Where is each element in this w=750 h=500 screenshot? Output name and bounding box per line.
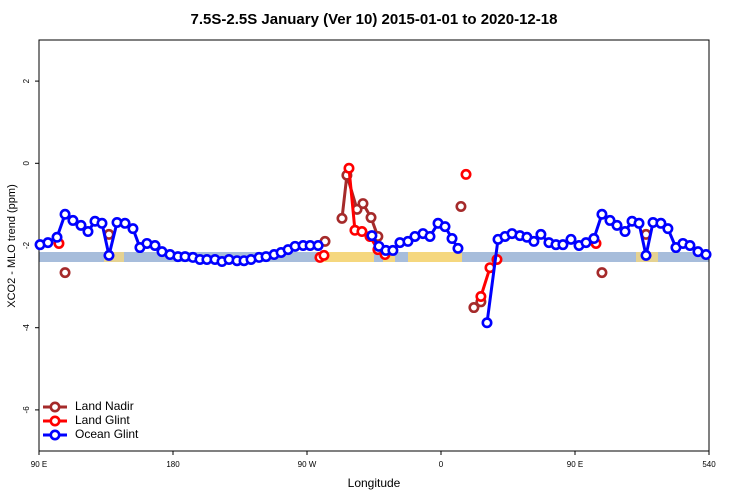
legend-label: Ocean Glint: [75, 427, 139, 441]
point: [51, 231, 63, 243]
point: [357, 198, 369, 210]
point: [59, 208, 71, 220]
x-axis-label: Longitude: [348, 476, 401, 490]
x-tick-label: 180: [166, 460, 180, 469]
point: [439, 221, 451, 233]
point: [455, 200, 467, 212]
y-tick-label: -4: [22, 324, 31, 332]
point: [662, 223, 674, 235]
land-band: [322, 252, 374, 262]
point: [402, 235, 414, 247]
point: [640, 249, 652, 261]
legend-marker: [49, 429, 61, 441]
point: [67, 214, 79, 226]
x-tick-label: 540: [702, 460, 716, 469]
point: [700, 249, 712, 261]
point: [611, 219, 623, 231]
point: [596, 267, 608, 279]
point: [42, 237, 54, 249]
point: [312, 240, 324, 252]
x-tick-label: 0: [439, 460, 444, 469]
land-band: [408, 252, 462, 262]
point: [452, 242, 464, 254]
y-tick-label: 2: [22, 78, 31, 83]
legend-label: Land Nadir: [75, 399, 134, 413]
point: [535, 228, 547, 240]
point: [528, 235, 540, 247]
y-tick-label: -2: [22, 241, 31, 249]
x-tick-label: 90 E: [567, 460, 583, 469]
point: [481, 317, 493, 329]
point: [596, 208, 608, 220]
x-tick-label: 90 W: [298, 460, 317, 469]
y-axis-label: XCO2 - MLO trend (ppm): [6, 184, 18, 307]
legend-marker: [49, 401, 61, 413]
y-tick-label: -6: [22, 406, 31, 414]
point: [59, 267, 71, 279]
point: [336, 212, 348, 224]
point: [103, 249, 115, 261]
legend-marker: [49, 415, 61, 427]
point: [588, 233, 600, 245]
point: [684, 240, 696, 252]
point: [127, 223, 139, 235]
point: [446, 233, 458, 245]
point: [75, 219, 87, 231]
point: [82, 226, 94, 238]
legend-label: Land Glint: [75, 413, 130, 427]
point: [318, 249, 330, 261]
point: [119, 217, 131, 229]
y-tick-label: 0: [22, 161, 31, 166]
point: [655, 217, 667, 229]
point: [387, 244, 399, 256]
point: [604, 214, 616, 226]
point: [424, 230, 436, 242]
x-tick-label: 90 E: [31, 460, 47, 469]
chart-title: 7.5S-2.5S January (Ver 10) 2015-01-01 to…: [191, 11, 558, 28]
point: [343, 162, 355, 174]
point: [475, 290, 487, 302]
point: [619, 226, 631, 238]
point: [460, 168, 472, 180]
point: [557, 239, 569, 251]
point: [149, 240, 161, 252]
point: [356, 226, 368, 238]
point: [633, 217, 645, 229]
point: [565, 233, 577, 245]
point: [366, 230, 378, 242]
point: [365, 212, 377, 224]
point: [580, 237, 592, 249]
point: [96, 217, 108, 229]
point: [468, 302, 480, 314]
